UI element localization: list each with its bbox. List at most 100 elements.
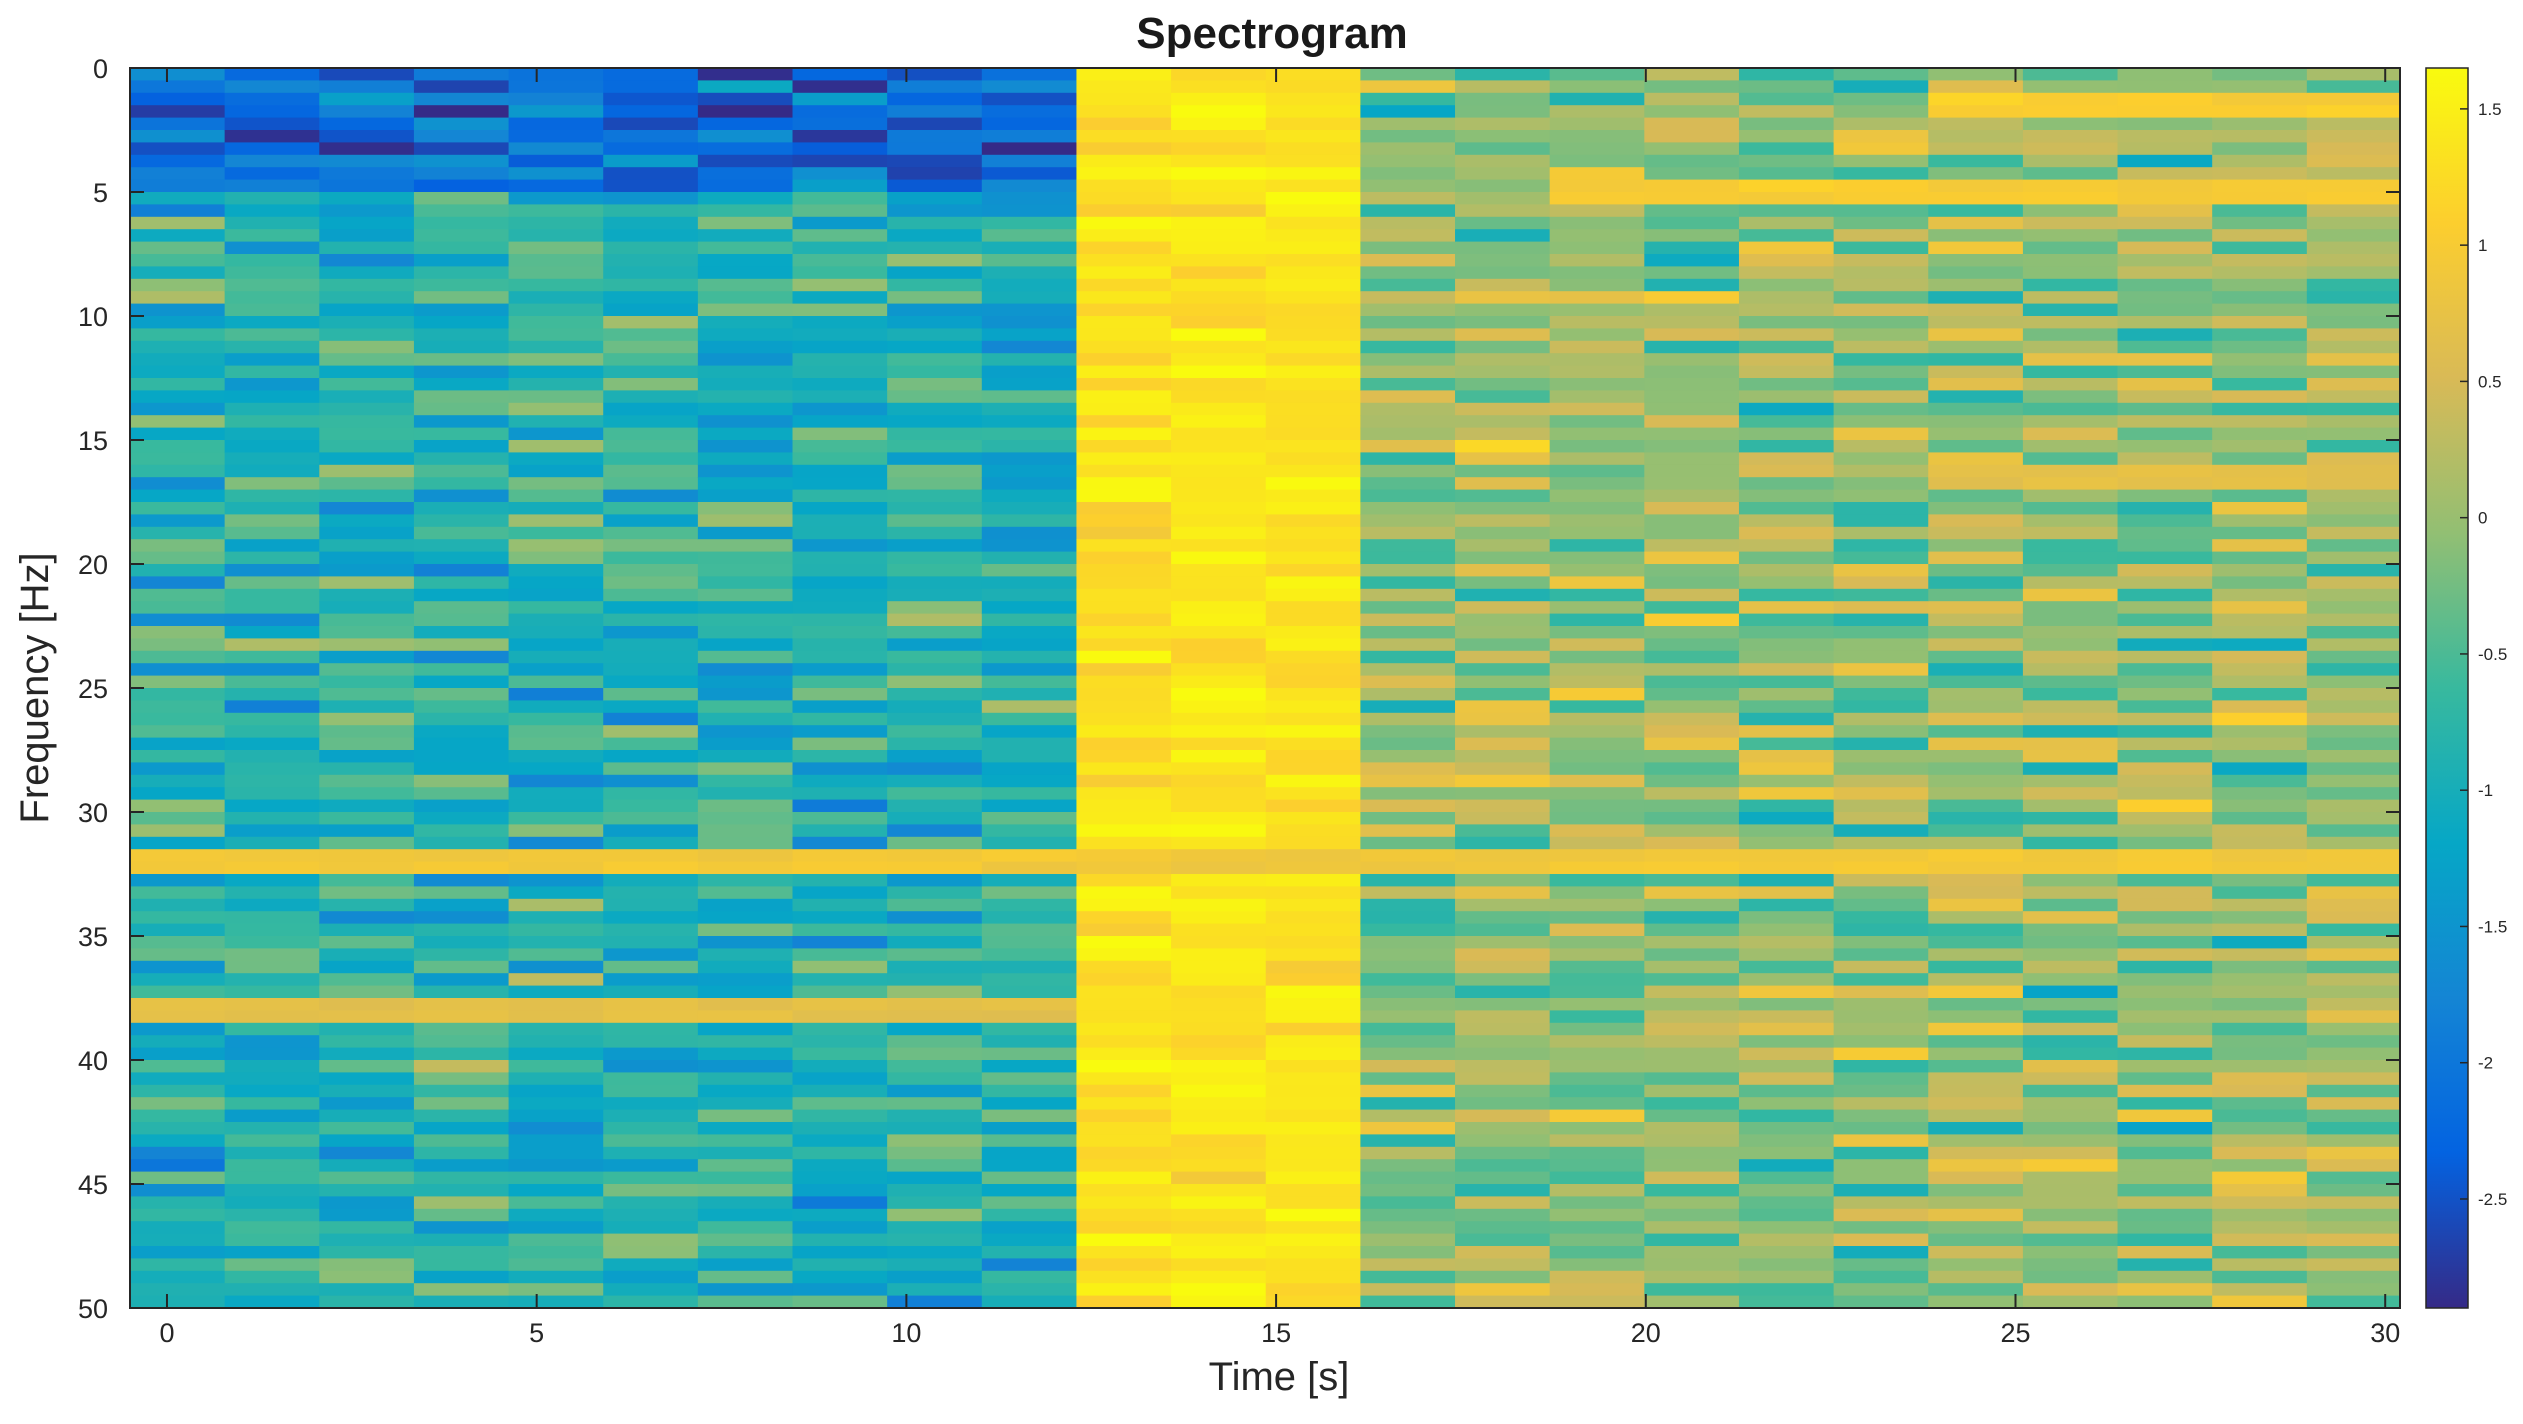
heatmap-cell	[603, 192, 699, 205]
heatmap-cell	[1455, 1072, 1551, 1086]
heatmap-cell	[2212, 551, 2308, 565]
heatmap-cell	[1265, 911, 1361, 925]
heatmap-cell	[2212, 638, 2308, 652]
heatmap-cell	[1738, 278, 1835, 292]
heatmap-cell	[224, 948, 320, 962]
heatmap-cell	[697, 650, 794, 664]
heatmap-cell	[2117, 427, 2213, 441]
heatmap-cell	[1171, 278, 1267, 292]
heatmap-cell	[697, 1146, 794, 1160]
heatmap-cell	[2117, 1047, 2213, 1061]
heatmap-cell	[2117, 303, 2213, 317]
heatmap-cell	[1360, 1047, 1456, 1061]
heatmap-cell	[2022, 340, 2119, 354]
heatmap-cell	[413, 278, 510, 292]
heatmap-cell	[2212, 774, 2308, 788]
heatmap-cell	[697, 601, 794, 615]
heatmap-cell	[1076, 415, 1172, 429]
heatmap-cell	[981, 1283, 1078, 1297]
heatmap-cell	[2212, 626, 2308, 639]
heatmap-cell	[2117, 973, 2213, 987]
heatmap-cell	[2306, 278, 2401, 292]
heatmap-cell	[224, 365, 320, 379]
heatmap-cell	[1171, 911, 1267, 925]
heatmap-cell	[1928, 1233, 2024, 1247]
heatmap-cell	[224, 68, 320, 81]
heatmap-cell	[1928, 241, 2024, 255]
heatmap-cell	[697, 154, 794, 168]
heatmap-cell	[1360, 911, 1456, 925]
heatmap-cell	[1455, 737, 1551, 751]
heatmap-cell	[1549, 1109, 1645, 1123]
heatmap-cell	[319, 502, 415, 515]
heatmap-cell	[887, 92, 983, 106]
heatmap-cell	[1644, 502, 1740, 515]
heatmap-cell	[130, 650, 226, 664]
heatmap-cell	[981, 960, 1078, 974]
heatmap-cell	[1455, 1295, 1551, 1309]
heatmap-cell	[792, 576, 888, 590]
heatmap-cell	[1455, 1060, 1551, 1073]
heatmap-cell	[2022, 700, 2119, 714]
heatmap-cell	[1738, 601, 1835, 615]
heatmap-cell	[981, 526, 1078, 540]
heatmap-cell	[130, 576, 226, 590]
heatmap-cell	[1265, 1159, 1361, 1173]
heatmap-cell	[1928, 700, 2024, 714]
heatmap-cell	[1171, 712, 1267, 726]
heatmap-cell	[792, 973, 888, 987]
heatmap-cell	[1360, 80, 1456, 94]
heatmap-cell	[1833, 316, 1929, 329]
heatmap-cell	[792, 1047, 888, 1061]
heatmap-cell	[2022, 489, 2119, 503]
heatmap-cell	[1455, 192, 1551, 205]
heatmap-cell	[1833, 266, 1929, 280]
heatmap-cell	[1455, 278, 1551, 292]
heatmap-cell	[697, 588, 794, 602]
heatmap-cell	[792, 911, 888, 925]
heatmap-cell	[981, 973, 1078, 987]
heatmap-cell	[981, 154, 1078, 168]
heatmap-cell	[697, 923, 794, 937]
heatmap-cell	[224, 1246, 320, 1259]
heatmap-cell	[792, 1035, 888, 1049]
heatmap-cell	[2212, 1270, 2308, 1284]
heatmap-cell	[2212, 502, 2308, 515]
heatmap-cell	[1076, 688, 1172, 701]
heatmap-cell	[1549, 737, 1645, 751]
heatmap-cell	[981, 886, 1078, 900]
heatmap-cell	[1455, 688, 1551, 701]
heatmap-cell	[1549, 1221, 1645, 1235]
heatmap-cell	[1360, 998, 1456, 1011]
heatmap-cell	[1171, 613, 1267, 627]
heatmap-cell	[792, 1146, 888, 1160]
heatmap-cell	[1360, 1283, 1456, 1297]
heatmap-cell	[413, 179, 510, 193]
heatmap-cell	[1738, 1084, 1835, 1098]
heatmap-cell	[2212, 1010, 2308, 1024]
heatmap-cell	[413, 1109, 510, 1123]
heatmap-cell	[1928, 638, 2024, 652]
heatmap-cell	[697, 1246, 794, 1259]
heatmap-cell	[1928, 167, 2024, 181]
heatmap-cell	[887, 1146, 983, 1160]
heatmap-cell	[2306, 427, 2401, 441]
heatmap-cell	[413, 1010, 510, 1024]
heatmap-cell	[1171, 105, 1267, 119]
heatmap-cell	[1549, 526, 1645, 540]
heatmap-cell	[413, 1060, 510, 1073]
heatmap-cell	[508, 1047, 604, 1061]
heatmap-cell	[2117, 365, 2213, 379]
heatmap-cell	[887, 1035, 983, 1049]
heatmap-cell	[2117, 316, 2213, 329]
heatmap-cell	[1644, 960, 1740, 974]
heatmap-cell	[1076, 291, 1172, 305]
heatmap-cell	[1644, 836, 1740, 850]
heatmap-cell	[130, 1246, 226, 1259]
heatmap-cell	[1928, 985, 2024, 999]
heatmap-cell	[1549, 130, 1645, 143]
heatmap-cell	[697, 514, 794, 528]
heatmap-cell	[981, 142, 1078, 156]
heatmap-cell	[130, 415, 226, 429]
